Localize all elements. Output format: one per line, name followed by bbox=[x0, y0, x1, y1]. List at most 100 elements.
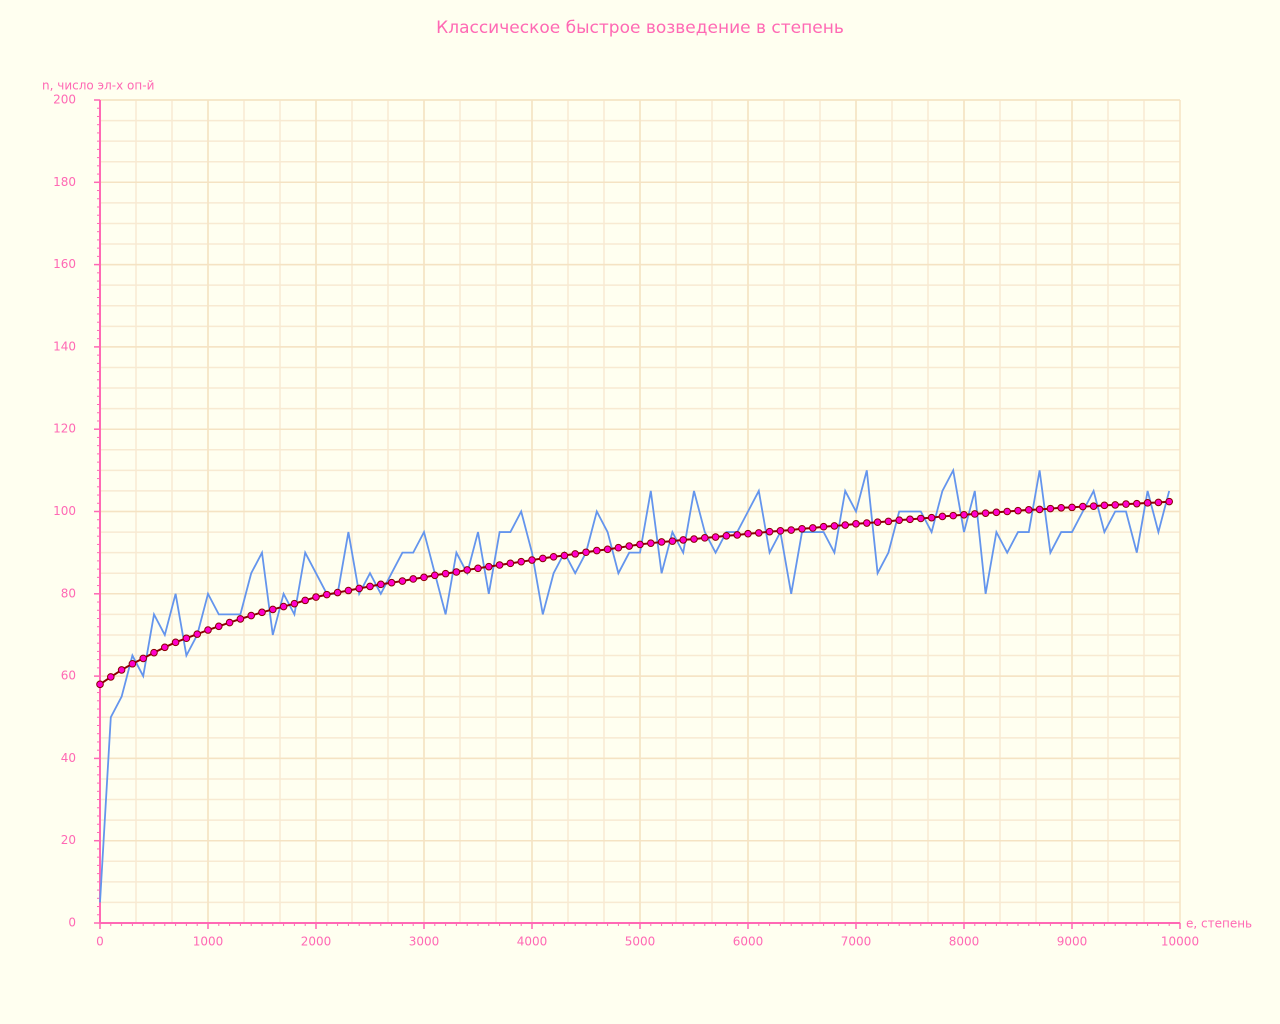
point bbox=[722, 531, 731, 540]
y-tick-label: 140 bbox=[53, 339, 76, 353]
point bbox=[1057, 503, 1065, 512]
point bbox=[1079, 502, 1087, 511]
point bbox=[733, 531, 742, 539]
y-tick-label: 160 bbox=[53, 257, 76, 271]
point bbox=[247, 611, 255, 620]
point bbox=[409, 575, 418, 583]
chart-title: Классическое быстрое возведение в степен… bbox=[436, 18, 844, 38]
point bbox=[161, 643, 169, 652]
point bbox=[193, 630, 201, 638]
y-tick-label: 40 bbox=[61, 751, 76, 765]
point bbox=[549, 552, 558, 561]
x-axis-label: e, степень bbox=[1186, 917, 1252, 931]
point bbox=[107, 673, 115, 681]
x-tick-label: 1000 bbox=[193, 935, 224, 949]
point bbox=[711, 533, 720, 541]
point bbox=[279, 602, 288, 611]
point bbox=[333, 588, 342, 597]
point bbox=[204, 626, 212, 634]
point bbox=[981, 509, 990, 517]
point bbox=[1068, 503, 1076, 512]
point bbox=[949, 511, 958, 520]
point bbox=[873, 518, 882, 526]
point bbox=[269, 605, 277, 614]
point bbox=[1025, 506, 1033, 514]
point bbox=[809, 524, 817, 532]
point bbox=[1122, 500, 1130, 508]
point bbox=[841, 521, 850, 529]
point bbox=[398, 577, 407, 585]
x-tick-label: 9000 bbox=[1057, 935, 1088, 949]
point bbox=[657, 538, 666, 546]
x-tick-label: 7000 bbox=[841, 935, 872, 949]
point bbox=[312, 593, 320, 601]
point bbox=[236, 615, 245, 623]
point bbox=[301, 596, 310, 605]
point bbox=[1046, 504, 1055, 513]
point bbox=[117, 666, 126, 674]
point bbox=[506, 559, 515, 568]
point bbox=[355, 584, 364, 593]
point bbox=[1154, 498, 1163, 507]
point bbox=[603, 545, 612, 554]
point bbox=[895, 516, 904, 524]
x-tick-label: 3000 bbox=[409, 935, 440, 949]
point bbox=[647, 539, 655, 547]
y-tick-label: 20 bbox=[61, 833, 76, 847]
point bbox=[701, 534, 709, 542]
point bbox=[258, 608, 266, 617]
point bbox=[571, 550, 580, 558]
x-tick-label: 8000 bbox=[949, 935, 980, 949]
point bbox=[528, 556, 536, 564]
x-tick-label: 2000 bbox=[301, 935, 332, 949]
point bbox=[150, 648, 158, 657]
point bbox=[139, 654, 147, 663]
point bbox=[971, 510, 979, 518]
point bbox=[787, 526, 796, 534]
point bbox=[128, 659, 137, 668]
x-tick-label: 6000 bbox=[733, 935, 764, 949]
point bbox=[1014, 506, 1022, 515]
point bbox=[884, 517, 893, 526]
grid bbox=[99, 99, 1181, 924]
point bbox=[636, 540, 644, 549]
y-tick-label: 60 bbox=[61, 669, 76, 683]
point bbox=[744, 529, 752, 538]
point bbox=[1003, 507, 1012, 516]
point bbox=[171, 638, 180, 647]
point bbox=[992, 508, 1001, 517]
point bbox=[1165, 497, 1173, 506]
point bbox=[582, 548, 590, 557]
point bbox=[539, 554, 547, 563]
point bbox=[420, 573, 428, 582]
point bbox=[1133, 499, 1141, 508]
x-tick-label: 0 bbox=[96, 935, 104, 949]
point bbox=[182, 634, 191, 643]
point bbox=[441, 569, 450, 578]
point bbox=[290, 599, 299, 608]
point bbox=[819, 522, 828, 531]
point bbox=[906, 515, 914, 524]
point bbox=[387, 578, 396, 587]
point bbox=[679, 536, 688, 544]
y-axis-label: n, число эл-х оп-й bbox=[42, 79, 154, 93]
point bbox=[776, 527, 785, 535]
point bbox=[452, 568, 461, 576]
point bbox=[517, 557, 526, 566]
point bbox=[215, 622, 223, 631]
point bbox=[323, 590, 331, 599]
point bbox=[560, 551, 569, 560]
point bbox=[614, 543, 623, 552]
point bbox=[852, 520, 860, 528]
point bbox=[960, 510, 968, 519]
point bbox=[593, 546, 601, 555]
point bbox=[1100, 501, 1109, 510]
point bbox=[1035, 505, 1044, 514]
point bbox=[377, 580, 385, 589]
point bbox=[927, 513, 936, 522]
point bbox=[431, 571, 439, 580]
point bbox=[798, 524, 806, 533]
point bbox=[690, 535, 698, 543]
y-tick-label: 80 bbox=[61, 586, 76, 600]
